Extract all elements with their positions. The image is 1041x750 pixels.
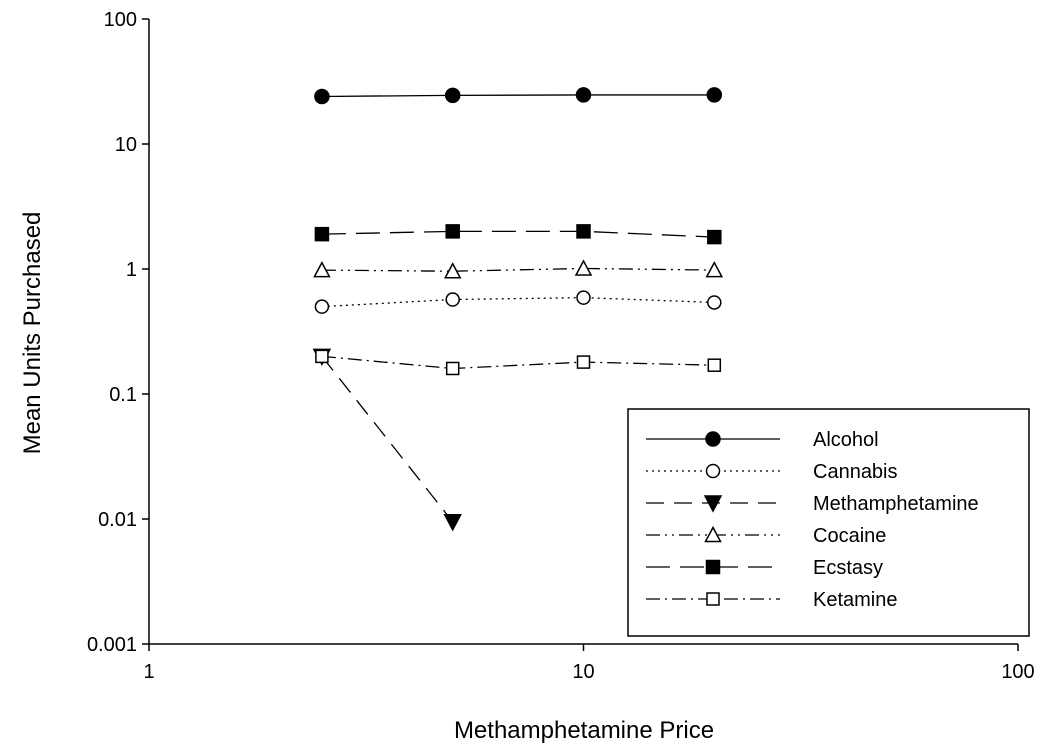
legend-item-alcohol: Alcohol: [646, 429, 879, 451]
data-point-ecstasy: [445, 224, 460, 239]
y-tick-label: 10: [115, 134, 137, 156]
legend-label: Methamphetamine: [813, 493, 979, 515]
series-layer: [312, 87, 724, 532]
data-point-ecstasy: [576, 224, 591, 239]
data-point-ecstasy: [314, 226, 330, 242]
legend-label: Cocaine: [813, 525, 886, 547]
series-methamphetamine: [312, 348, 462, 532]
data-point-alcohol: [706, 87, 723, 103]
legend-marker: [705, 431, 721, 447]
data-point-ketamine: [576, 355, 591, 369]
x-axis-title: Methamphetamine Price: [454, 717, 714, 744]
series-cocaine: [313, 259, 724, 279]
y-tick-label: 0.001: [87, 634, 137, 656]
data-point-alcohol: [575, 87, 592, 103]
legend-item-cocaine: Cocaine: [646, 525, 886, 547]
data-point-alcohol: [444, 87, 461, 104]
data-point-alcohol: [314, 88, 330, 105]
series-line-ecstasy: [321, 230, 715, 238]
series-alcohol: [314, 87, 723, 105]
x-tick-label: 100: [1001, 661, 1034, 683]
x-tick-label: 10: [572, 661, 594, 683]
legend-label: Ecstasy: [813, 557, 883, 579]
data-point-cannabis: [707, 295, 722, 310]
data-point-ketamine: [315, 349, 329, 364]
legend-item-ecstasy: Ecstasy: [646, 557, 883, 579]
series-line-cocaine: [321, 267, 715, 272]
legend-marker: [705, 463, 721, 479]
y-tick-label: 0.1: [109, 384, 137, 406]
y-tick-label: 0.01: [98, 509, 137, 531]
data-point-methamphetamine: [443, 514, 462, 532]
legend-label: Cannabis: [813, 461, 898, 483]
series-line-ketamine: [321, 355, 715, 370]
data-point-ketamine: [445, 361, 460, 376]
series-ecstasy: [314, 224, 722, 245]
legend-box: [627, 408, 1030, 637]
legend-item-methamphetamine: Methamphetamine: [646, 493, 979, 515]
series-line-methamphetamine: [321, 355, 454, 523]
data-point-cocaine: [574, 259, 593, 276]
data-point-cannabis: [445, 292, 460, 307]
legend-item-cannabis: Cannabis: [646, 461, 898, 483]
y-tick-label: 100: [104, 9, 137, 31]
legend-label: Ketamine: [813, 589, 898, 611]
data-point-cannabis: [314, 299, 330, 314]
data-point-cocaine: [313, 261, 331, 278]
y-axis-title: Mean Units Purchased: [19, 212, 46, 455]
y-tick-label: 1: [126, 259, 137, 281]
data-point-ecstasy: [707, 229, 722, 245]
legend-item-ketamine: Ketamine: [646, 589, 898, 611]
legend-label: Alcohol: [813, 429, 879, 451]
data-point-cocaine: [443, 262, 462, 279]
data-point-cocaine: [705, 261, 724, 278]
axes: 0.001 0.01 0.1 1 10 100 1 10 100: [87, 9, 1035, 683]
data-point-ketamine: [707, 358, 722, 372]
data-point-cannabis: [576, 290, 591, 305]
x-tick-label: 1: [143, 661, 154, 683]
legend-marker: [706, 592, 720, 606]
series-cannabis: [314, 290, 722, 314]
series-line-cannabis: [321, 296, 715, 308]
series-ketamine: [315, 349, 722, 376]
series-line-alcohol: [321, 94, 715, 98]
legend-marker: [704, 525, 722, 543]
legend-marker: [703, 495, 723, 513]
legend: Alcohol Cannabis Methamphetamine Cocaine Ecs…: [627, 408, 1030, 637]
legend-marker: [705, 559, 721, 575]
